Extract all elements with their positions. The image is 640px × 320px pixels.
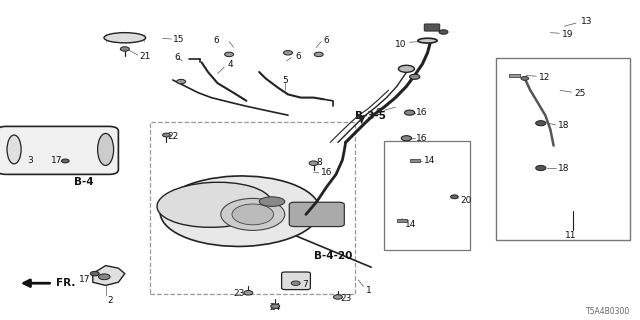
- Text: 21: 21: [140, 52, 151, 60]
- Text: 23: 23: [233, 289, 244, 298]
- Ellipse shape: [104, 33, 146, 43]
- Text: 22: 22: [168, 132, 179, 141]
- Text: 7: 7: [303, 280, 308, 289]
- Text: 6: 6: [213, 36, 219, 44]
- Circle shape: [271, 304, 280, 308]
- Circle shape: [536, 121, 546, 126]
- Text: 11: 11: [565, 231, 577, 240]
- Text: 15: 15: [173, 35, 184, 44]
- Circle shape: [90, 271, 99, 276]
- Circle shape: [120, 47, 129, 51]
- Ellipse shape: [398, 65, 415, 72]
- Bar: [397, 219, 407, 222]
- Text: B-3-5: B-3-5: [355, 111, 386, 121]
- Circle shape: [410, 74, 420, 79]
- Text: 9: 9: [375, 108, 381, 117]
- Circle shape: [333, 295, 342, 299]
- Circle shape: [291, 281, 300, 285]
- Text: 6: 6: [296, 52, 301, 60]
- Circle shape: [314, 52, 323, 57]
- Bar: [509, 74, 520, 77]
- Text: 2: 2: [108, 296, 113, 305]
- Ellipse shape: [232, 204, 274, 225]
- Text: 19: 19: [562, 30, 573, 39]
- Circle shape: [451, 195, 458, 199]
- Text: 16: 16: [416, 108, 428, 117]
- Polygon shape: [93, 266, 125, 285]
- Bar: [410, 159, 420, 162]
- Text: 10: 10: [395, 40, 406, 49]
- Circle shape: [284, 51, 292, 55]
- FancyBboxPatch shape: [424, 24, 440, 31]
- FancyBboxPatch shape: [282, 272, 310, 290]
- Text: 14: 14: [404, 220, 416, 229]
- Ellipse shape: [98, 133, 114, 165]
- Ellipse shape: [418, 38, 437, 43]
- Text: 17: 17: [51, 156, 63, 164]
- Circle shape: [244, 291, 253, 295]
- Text: 16: 16: [321, 168, 333, 177]
- Ellipse shape: [160, 176, 320, 246]
- Bar: [150, 122, 355, 294]
- Text: 8: 8: [317, 158, 323, 167]
- Text: B-4-20: B-4-20: [314, 251, 352, 261]
- Text: 5: 5: [282, 76, 287, 84]
- Ellipse shape: [7, 135, 21, 164]
- Text: 1: 1: [366, 286, 372, 295]
- Text: 23: 23: [340, 294, 352, 303]
- Circle shape: [536, 165, 546, 171]
- Text: T5A4B0300: T5A4B0300: [586, 307, 630, 316]
- FancyBboxPatch shape: [289, 202, 344, 227]
- Text: 16: 16: [416, 134, 428, 143]
- Circle shape: [225, 52, 234, 57]
- Circle shape: [404, 110, 415, 115]
- Text: 17: 17: [79, 275, 91, 284]
- Bar: [384, 141, 470, 250]
- Text: 24: 24: [269, 303, 281, 312]
- Text: 18: 18: [558, 164, 570, 173]
- Text: 14: 14: [424, 156, 436, 165]
- Bar: [496, 58, 630, 240]
- Circle shape: [163, 133, 170, 137]
- Circle shape: [99, 274, 110, 280]
- Text: 12: 12: [539, 73, 550, 82]
- Text: 6: 6: [323, 36, 329, 44]
- Circle shape: [439, 30, 448, 34]
- Circle shape: [177, 79, 186, 84]
- Text: 3: 3: [27, 156, 33, 164]
- Circle shape: [521, 76, 529, 80]
- Ellipse shape: [157, 182, 272, 227]
- Text: 20: 20: [461, 196, 472, 205]
- Text: FR.: FR.: [56, 278, 76, 288]
- Text: B-4: B-4: [74, 177, 93, 188]
- Text: 18: 18: [558, 121, 570, 130]
- Ellipse shape: [259, 197, 285, 206]
- Ellipse shape: [221, 198, 285, 230]
- Circle shape: [401, 136, 412, 141]
- Circle shape: [61, 159, 69, 163]
- Text: 25: 25: [574, 89, 586, 98]
- FancyBboxPatch shape: [0, 126, 118, 174]
- Text: 13: 13: [580, 17, 592, 26]
- Circle shape: [309, 161, 318, 165]
- Text: 4: 4: [228, 60, 233, 69]
- Text: 6: 6: [175, 53, 180, 62]
